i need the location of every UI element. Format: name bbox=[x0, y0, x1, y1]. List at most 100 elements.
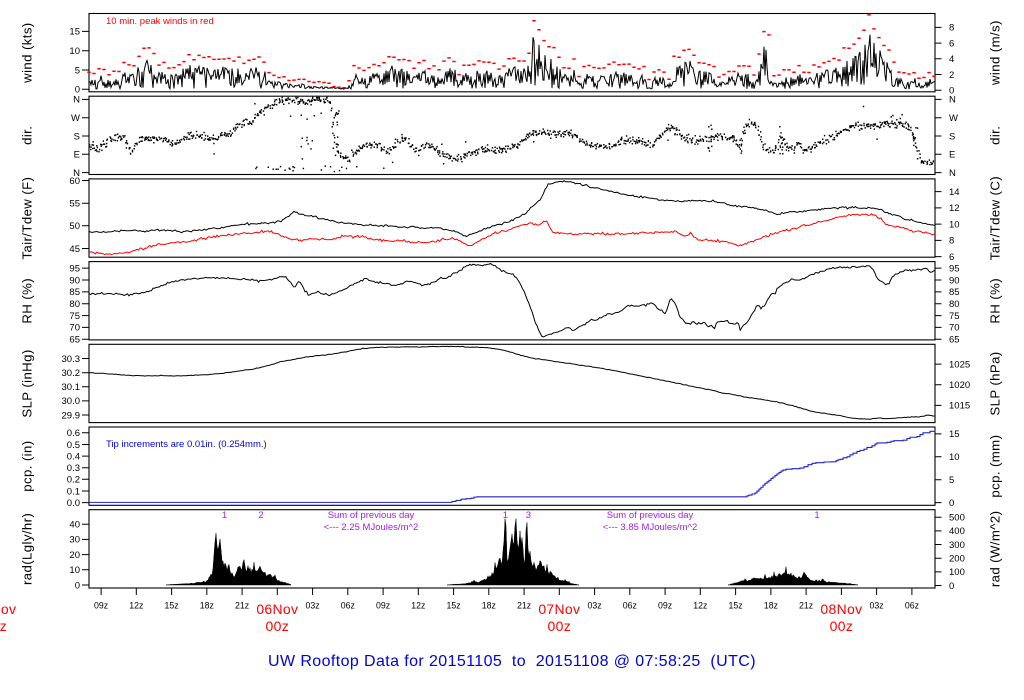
svg-text:rad(Lgly/hr): rad(Lgly/hr) bbox=[20, 513, 35, 585]
svg-text:21z: 21z bbox=[517, 601, 531, 611]
svg-text:E: E bbox=[949, 150, 955, 161]
svg-text:05Nov: 05Nov bbox=[0, 601, 16, 617]
svg-text:0.6: 0.6 bbox=[67, 428, 80, 439]
svg-text:70: 70 bbox=[69, 323, 80, 334]
svg-text:15z: 15z bbox=[165, 601, 179, 611]
svg-text:80: 80 bbox=[949, 299, 960, 310]
svg-text:80: 80 bbox=[69, 299, 80, 310]
svg-text:500: 500 bbox=[949, 513, 965, 524]
svg-text:1: 1 bbox=[503, 510, 508, 521]
svg-text:95: 95 bbox=[949, 263, 960, 274]
svg-text:65: 65 bbox=[69, 335, 80, 346]
svg-text:65: 65 bbox=[949, 335, 960, 346]
svg-text:0.1: 0.1 bbox=[67, 486, 80, 497]
svg-text:10: 10 bbox=[949, 452, 960, 463]
svg-text:18z: 18z bbox=[482, 601, 496, 611]
svg-text:15: 15 bbox=[69, 27, 80, 38]
svg-text:06z: 06z bbox=[905, 601, 919, 611]
svg-text:RH (%): RH (%) bbox=[988, 278, 1003, 324]
svg-text:15z: 15z bbox=[447, 601, 461, 611]
svg-text:2: 2 bbox=[258, 510, 263, 521]
svg-text:8: 8 bbox=[949, 236, 954, 247]
svg-text:pcp. (in): pcp. (in) bbox=[20, 440, 35, 491]
svg-text:85: 85 bbox=[949, 287, 960, 298]
svg-text:100: 100 bbox=[949, 567, 965, 578]
svg-text:8: 8 bbox=[949, 23, 954, 34]
svg-text:3: 3 bbox=[526, 510, 531, 521]
svg-text:30: 30 bbox=[69, 535, 80, 546]
svg-text:dir.: dir. bbox=[20, 126, 35, 145]
svg-text:30.0: 30.0 bbox=[62, 396, 81, 407]
svg-text:09z: 09z bbox=[376, 601, 390, 611]
svg-text:03z: 03z bbox=[870, 601, 884, 611]
svg-text:Tip increments are 0.01in. (0.: Tip increments are 0.01in. (0.254mm.) bbox=[106, 439, 267, 450]
svg-text:0: 0 bbox=[75, 85, 80, 96]
svg-text:00z: 00z bbox=[0, 618, 7, 634]
svg-text:45: 45 bbox=[69, 244, 80, 255]
svg-text:rad (W/m^2): rad (W/m^2) bbox=[988, 511, 1003, 588]
svg-text:wind (m/s): wind (m/s) bbox=[988, 20, 1003, 86]
svg-text:21z: 21z bbox=[235, 601, 249, 611]
svg-text:00z: 00z bbox=[548, 618, 571, 634]
svg-text:15: 15 bbox=[949, 429, 960, 440]
svg-text:15z: 15z bbox=[729, 601, 743, 611]
svg-text:0: 0 bbox=[949, 581, 954, 592]
svg-text:06z: 06z bbox=[341, 601, 355, 611]
svg-text:07Nov: 07Nov bbox=[538, 601, 580, 617]
svg-text:5: 5 bbox=[949, 475, 954, 486]
svg-text:90: 90 bbox=[69, 275, 80, 286]
svg-text:0.4: 0.4 bbox=[67, 451, 80, 462]
svg-text:0: 0 bbox=[949, 498, 954, 509]
svg-text:RH (%): RH (%) bbox=[20, 278, 35, 324]
svg-text:N: N bbox=[949, 95, 956, 106]
svg-text:09z: 09z bbox=[94, 601, 108, 611]
svg-text:00z: 00z bbox=[830, 618, 853, 634]
svg-text:W: W bbox=[949, 113, 958, 124]
svg-text:95: 95 bbox=[69, 263, 80, 274]
svg-text:UW Rooftop Data for 20151105: UW Rooftop Data for 20151105 to 20151108… bbox=[268, 653, 756, 670]
svg-text:60: 60 bbox=[69, 176, 80, 187]
svg-text:30.3: 30.3 bbox=[62, 354, 81, 365]
svg-text:50: 50 bbox=[69, 221, 80, 232]
svg-text:12: 12 bbox=[949, 203, 960, 214]
svg-text:S: S bbox=[74, 131, 80, 142]
svg-text:Tair/Tdew (C): Tair/Tdew (C) bbox=[988, 176, 1003, 260]
svg-text:W: W bbox=[71, 113, 80, 124]
svg-text:10 min. peak winds in red: 10 min. peak winds in red bbox=[106, 16, 214, 27]
svg-text:70: 70 bbox=[949, 323, 960, 334]
svg-text:Tair/Tdew (F): Tair/Tdew (F) bbox=[20, 177, 35, 260]
svg-text:2: 2 bbox=[949, 70, 954, 81]
svg-text:30.2: 30.2 bbox=[62, 368, 81, 379]
svg-text:09z: 09z bbox=[658, 601, 672, 611]
svg-text:<--- 3.85 MJoules/m^2: <--- 3.85 MJoules/m^2 bbox=[603, 522, 697, 533]
svg-text:12z: 12z bbox=[411, 601, 425, 611]
svg-text:0: 0 bbox=[949, 86, 954, 97]
svg-text:29.9: 29.9 bbox=[62, 410, 81, 421]
svg-text:dir.: dir. bbox=[988, 126, 1003, 145]
svg-text:03z: 03z bbox=[588, 601, 602, 611]
svg-text:200: 200 bbox=[949, 554, 965, 565]
svg-text:20: 20 bbox=[69, 550, 80, 561]
svg-text:03z: 03z bbox=[306, 601, 320, 611]
svg-text:5: 5 bbox=[75, 65, 80, 76]
svg-text:0: 0 bbox=[75, 580, 80, 591]
svg-text:10: 10 bbox=[949, 219, 960, 230]
svg-text:SLP (inHg): SLP (inHg) bbox=[20, 349, 35, 417]
svg-text:N: N bbox=[949, 168, 956, 179]
svg-text:1: 1 bbox=[814, 510, 819, 521]
svg-text:4: 4 bbox=[949, 54, 954, 65]
svg-text:06Nov: 06Nov bbox=[256, 601, 298, 617]
svg-text:1025: 1025 bbox=[949, 359, 970, 370]
svg-text:85: 85 bbox=[69, 287, 80, 298]
svg-text:40: 40 bbox=[69, 520, 80, 531]
svg-text:55: 55 bbox=[69, 199, 80, 210]
svg-text:21z: 21z bbox=[799, 601, 813, 611]
svg-text:08Nov: 08Nov bbox=[820, 601, 862, 617]
svg-text:90: 90 bbox=[949, 275, 960, 286]
svg-text:6: 6 bbox=[949, 252, 954, 263]
svg-text:300: 300 bbox=[949, 540, 965, 551]
svg-text:18z: 18z bbox=[764, 601, 778, 611]
svg-text:wind (kts): wind (kts) bbox=[20, 22, 35, 83]
svg-text:N: N bbox=[73, 95, 80, 106]
svg-text:14: 14 bbox=[949, 187, 960, 198]
